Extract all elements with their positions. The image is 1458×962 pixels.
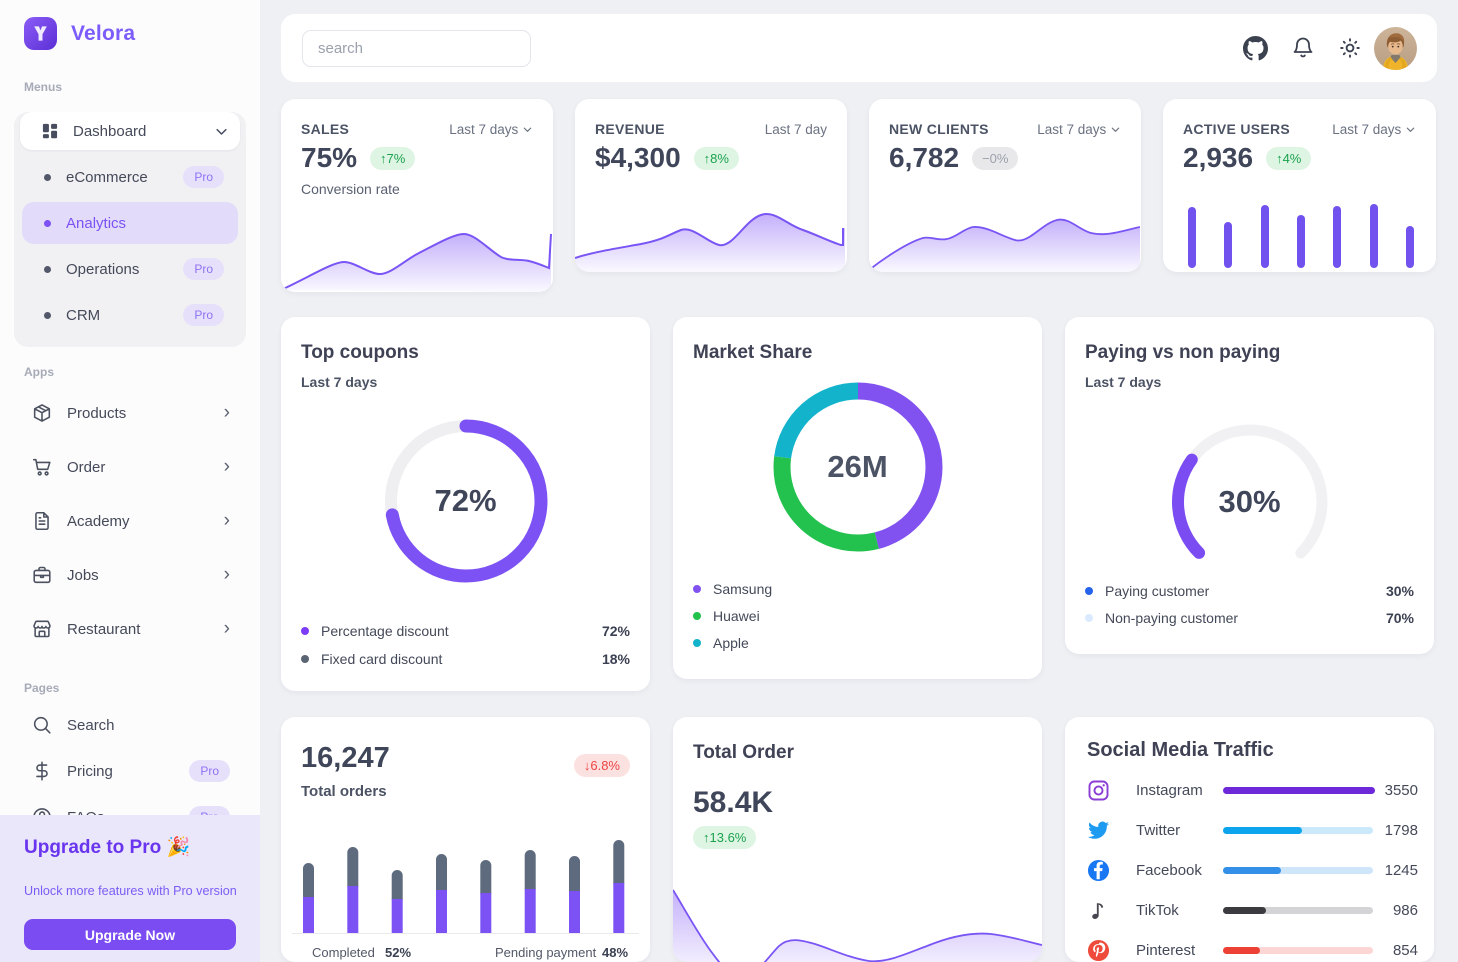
svg-text:Pending payment: Pending payment: [495, 945, 597, 960]
svg-text:48%: 48%: [602, 945, 628, 960]
svg-text:52%: 52%: [385, 945, 411, 960]
svg-text:Completed: Completed: [312, 945, 375, 960]
